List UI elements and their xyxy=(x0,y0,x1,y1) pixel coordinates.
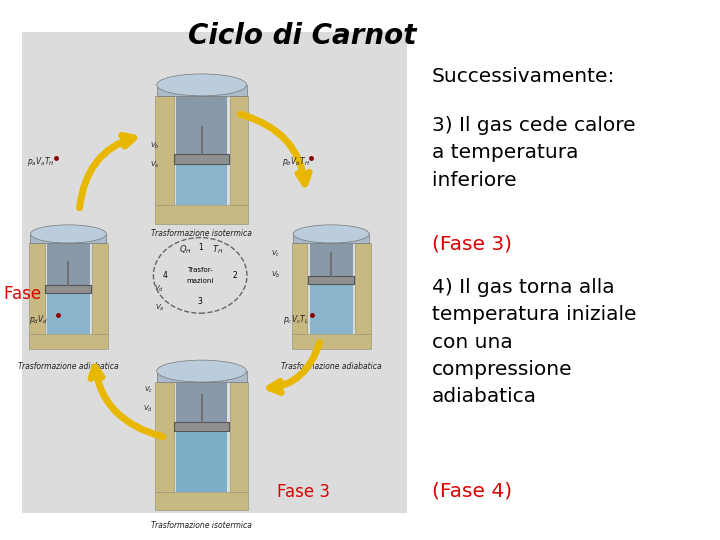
FancyBboxPatch shape xyxy=(157,371,246,382)
FancyBboxPatch shape xyxy=(29,243,45,334)
Text: $p_dV_dT_L$: $p_dV_dT_L$ xyxy=(29,313,55,326)
Text: $T_H$: $T_H$ xyxy=(212,243,223,256)
FancyBboxPatch shape xyxy=(355,243,371,334)
FancyBboxPatch shape xyxy=(292,334,371,349)
FancyBboxPatch shape xyxy=(310,243,353,276)
FancyBboxPatch shape xyxy=(30,234,107,243)
Text: Ciclo di Carnot: Ciclo di Carnot xyxy=(188,22,417,50)
Ellipse shape xyxy=(157,360,246,382)
Text: Fase 3: Fase 3 xyxy=(277,483,330,502)
FancyBboxPatch shape xyxy=(230,96,248,206)
Text: (Fase 3): (Fase 3) xyxy=(432,235,512,254)
Text: $p_cV_cT_L$: $p_cV_cT_L$ xyxy=(283,313,309,326)
Ellipse shape xyxy=(30,225,107,243)
FancyBboxPatch shape xyxy=(29,334,108,349)
FancyBboxPatch shape xyxy=(155,491,248,510)
Text: $V_d$: $V_d$ xyxy=(143,404,153,414)
FancyBboxPatch shape xyxy=(230,382,248,491)
Text: 3: 3 xyxy=(198,298,202,306)
Text: Fase 4: Fase 4 xyxy=(4,285,56,303)
FancyBboxPatch shape xyxy=(155,96,174,206)
Text: 2: 2 xyxy=(233,271,238,280)
Ellipse shape xyxy=(157,74,246,96)
FancyBboxPatch shape xyxy=(47,243,90,285)
Text: 1: 1 xyxy=(198,242,202,252)
Text: $Q_L$: $Q_L$ xyxy=(178,481,189,494)
Text: $p_aV_aT_H$: $p_aV_aT_H$ xyxy=(27,156,55,168)
Text: Trasformazione isotermica: Trasformazione isotermica xyxy=(151,230,252,239)
Text: $V_c$: $V_c$ xyxy=(144,385,153,395)
Text: $V_b$: $V_b$ xyxy=(150,141,160,151)
Text: 4: 4 xyxy=(163,271,168,280)
Text: $Q_H$: $Q_H$ xyxy=(179,243,192,256)
FancyBboxPatch shape xyxy=(157,85,246,96)
Text: Trasformazione adiabatica: Trasformazione adiabatica xyxy=(18,362,119,371)
FancyBboxPatch shape xyxy=(310,284,353,334)
Text: $V_a$: $V_a$ xyxy=(155,303,164,313)
Text: $p_bV_bT_H$: $p_bV_bT_H$ xyxy=(282,156,310,168)
Text: Trasformazione adiabatica: Trasformazione adiabatica xyxy=(281,362,382,371)
Text: mazioni: mazioni xyxy=(186,278,214,284)
Text: Trasfor-: Trasfor- xyxy=(187,267,213,273)
FancyBboxPatch shape xyxy=(176,96,227,154)
FancyBboxPatch shape xyxy=(174,154,229,164)
FancyBboxPatch shape xyxy=(293,234,369,243)
Text: Trasformazione isotermica: Trasformazione isotermica xyxy=(151,521,252,530)
Text: $V_b$: $V_b$ xyxy=(271,271,281,280)
FancyBboxPatch shape xyxy=(308,276,354,284)
Text: (Fase 4): (Fase 4) xyxy=(432,482,512,501)
FancyBboxPatch shape xyxy=(176,431,227,491)
FancyBboxPatch shape xyxy=(176,164,227,206)
Text: $V_a$: $V_a$ xyxy=(150,160,160,170)
FancyBboxPatch shape xyxy=(174,422,229,431)
Text: $T_L$: $T_L$ xyxy=(211,481,221,494)
Text: 4) Il gas torna alla
temperatura iniziale
con una
compressione
adiabatica: 4) Il gas torna alla temperatura inizial… xyxy=(432,278,636,406)
FancyBboxPatch shape xyxy=(155,206,248,224)
Ellipse shape xyxy=(293,225,369,243)
FancyBboxPatch shape xyxy=(47,293,90,334)
Text: $V_c$: $V_c$ xyxy=(271,249,281,259)
FancyBboxPatch shape xyxy=(155,382,174,491)
Text: Successivamente:: Successivamente: xyxy=(432,68,616,86)
FancyBboxPatch shape xyxy=(92,243,108,334)
FancyBboxPatch shape xyxy=(176,382,227,422)
FancyBboxPatch shape xyxy=(45,285,91,293)
Text: $V_d$: $V_d$ xyxy=(154,284,164,294)
FancyBboxPatch shape xyxy=(292,243,307,334)
FancyBboxPatch shape xyxy=(22,32,407,513)
Text: 3) Il gas cede calore
a temperatura
inferiore: 3) Il gas cede calore a temperatura infe… xyxy=(432,116,636,190)
